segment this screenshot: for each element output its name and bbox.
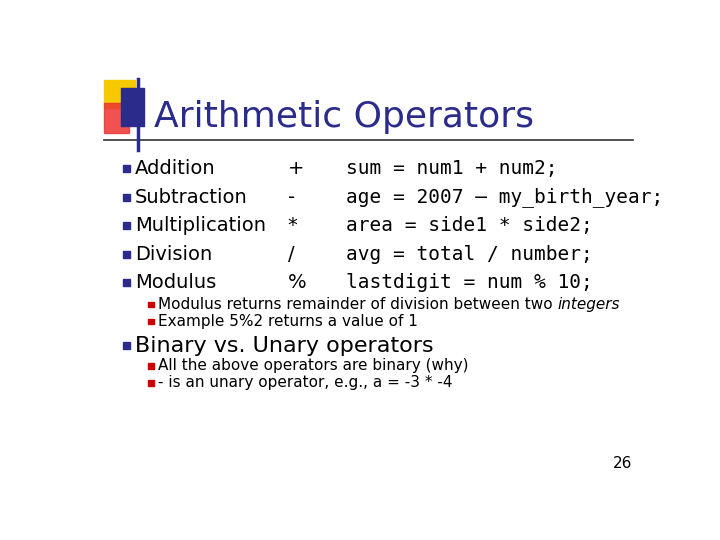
Text: Binary vs. Unary operators: Binary vs. Unary operators bbox=[135, 336, 433, 356]
Text: Addition: Addition bbox=[135, 159, 215, 178]
Text: Multiplication: Multiplication bbox=[135, 216, 266, 235]
Bar bbox=[122, 279, 130, 286]
Bar bbox=[104, 103, 129, 132]
Bar bbox=[122, 222, 130, 229]
Text: /: / bbox=[287, 245, 294, 264]
Bar bbox=[148, 319, 153, 324]
Text: Modulus returns remainder of division between two: Modulus returns remainder of division be… bbox=[158, 297, 558, 312]
Text: avg = total / number;: avg = total / number; bbox=[346, 245, 593, 264]
Text: Division: Division bbox=[135, 245, 212, 264]
Text: %: % bbox=[287, 273, 306, 292]
Text: integers: integers bbox=[558, 297, 620, 312]
Text: Modulus: Modulus bbox=[135, 273, 216, 292]
Text: 26: 26 bbox=[613, 456, 632, 471]
Bar bbox=[122, 194, 130, 201]
Text: -: - bbox=[287, 188, 294, 207]
Bar bbox=[148, 380, 153, 386]
Text: age = 2007 – my_birth_year;: age = 2007 – my_birth_year; bbox=[346, 187, 663, 207]
Bar bbox=[104, 80, 135, 108]
Text: Subtraction: Subtraction bbox=[135, 188, 248, 207]
Bar bbox=[148, 363, 153, 369]
Text: area = side1 * side2;: area = side1 * side2; bbox=[346, 216, 593, 235]
Bar bbox=[122, 251, 130, 258]
Text: All the above operators are binary (why): All the above operators are binary (why) bbox=[158, 359, 469, 373]
Text: Example 5%2 returns a value of 1: Example 5%2 returns a value of 1 bbox=[158, 314, 418, 329]
Text: lastdigit = num % 10;: lastdigit = num % 10; bbox=[346, 273, 593, 292]
Text: - is an unary operator, e.g., a = -3 * -4: - is an unary operator, e.g., a = -3 * -… bbox=[158, 375, 453, 390]
Text: sum = num1 + num2;: sum = num1 + num2; bbox=[346, 159, 557, 178]
Text: Arithmetic Operators: Arithmetic Operators bbox=[153, 100, 534, 134]
Text: +: + bbox=[287, 159, 304, 178]
Text: *: * bbox=[287, 216, 297, 235]
Bar bbox=[148, 301, 153, 307]
Bar bbox=[122, 342, 130, 349]
Bar bbox=[122, 165, 130, 172]
Bar bbox=[121, 88, 144, 126]
